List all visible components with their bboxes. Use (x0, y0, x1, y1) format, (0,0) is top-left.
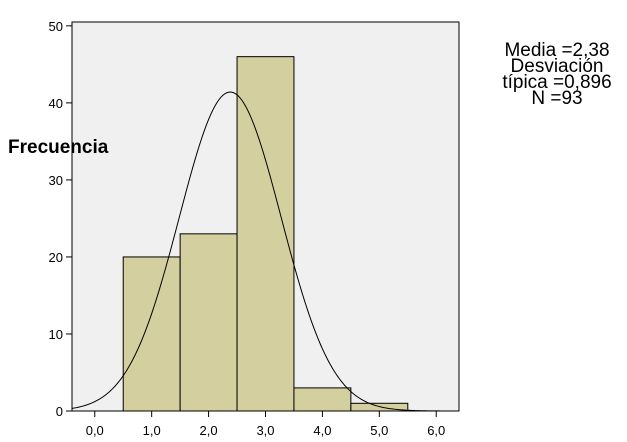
y-tick-label: 0 (56, 404, 63, 419)
x-tick-label: 2,0 (200, 423, 218, 438)
x-tick-label: 4,0 (313, 423, 331, 438)
stats-n: N =93 (531, 88, 582, 109)
stats-deviation-value: típica =0,896 (502, 72, 611, 93)
stats-box: Media =2,38 Desviación típica =0,896 N =… (502, 40, 611, 109)
y-tick-label: 20 (49, 250, 63, 265)
y-tick-label: 10 (49, 327, 63, 342)
x-axis: 0,0 1,0 2,0 3,0 4,0 5,0 6,0 (86, 411, 445, 438)
normal-curve (71, 91, 459, 412)
x-tick-label: 1,0 (143, 423, 161, 438)
x-tick-label: 6,0 (427, 423, 445, 438)
bars-group (122, 56, 409, 412)
y-tick-label: 50 (49, 19, 63, 34)
x-tick-label: 5,0 (370, 423, 388, 438)
histogram-bar-4 (293, 387, 352, 412)
stats-mean: Media =2,38 (504, 40, 609, 61)
histogram-bar-1 (122, 256, 181, 412)
y-tick-label: 30 (49, 173, 63, 188)
x-tick-label: 0,0 (86, 423, 104, 438)
stats-deviation-label: Desviación (511, 56, 604, 77)
y-tick-label: 40 (49, 96, 63, 111)
y-axis-label: Frecuencia (8, 137, 109, 158)
histogram-bar-3 (236, 56, 295, 412)
x-tick-label: 3,0 (256, 423, 274, 438)
y-axis: 0 10 20 30 40 50 (49, 19, 72, 419)
histogram-bar-2 (179, 233, 238, 412)
